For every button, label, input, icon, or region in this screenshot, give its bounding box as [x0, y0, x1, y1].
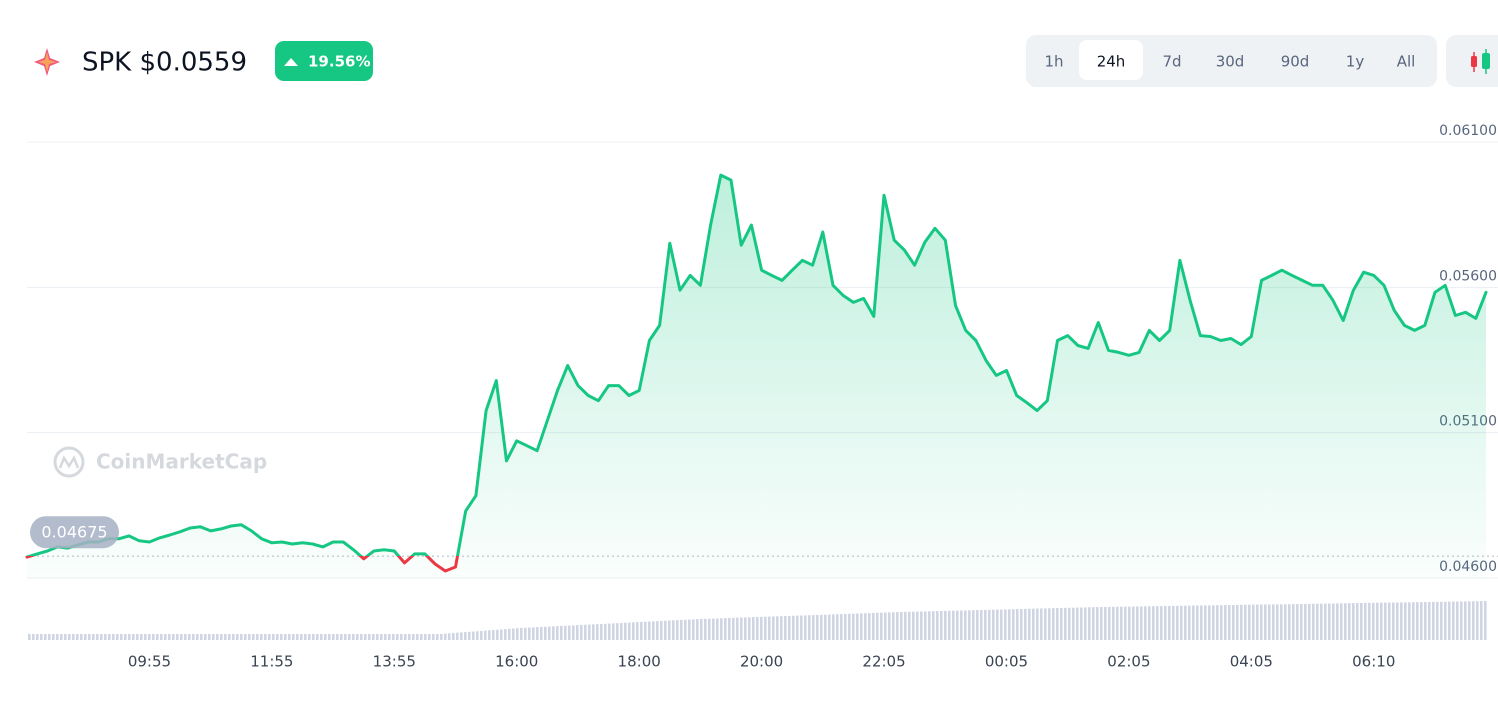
range-button-label[interactable]: 1y [1346, 53, 1365, 71]
baseline-pill [30, 516, 119, 549]
x-tick-label: 13:55 [373, 653, 416, 671]
range-button-label[interactable]: All [1397, 53, 1416, 71]
change-badge [275, 41, 373, 81]
x-tick-label: 18:00 [618, 653, 661, 671]
range-button-label[interactable]: 7d [1162, 53, 1181, 71]
x-tick-label: 06:10 [1352, 653, 1395, 671]
range-button-label[interactable]: 24h [1097, 53, 1126, 71]
x-tick-label: 20:00 [740, 653, 783, 671]
volume-strip [27, 601, 1488, 640]
range-button-label[interactable]: 90d [1281, 53, 1310, 71]
x-tick-label: 04:05 [1230, 653, 1273, 671]
price-area [27, 175, 1486, 578]
up-arrow [284, 58, 298, 66]
range-button-label[interactable]: 30d [1216, 53, 1245, 71]
range-buttons: 1h 24h 7d 30d 90d 1y All [1044, 40, 1415, 80]
change-label: 19.56% [308, 53, 370, 71]
price-line [25, 173, 1488, 573]
x-tick-label: 11:55 [250, 653, 293, 671]
candle-icon [1471, 49, 1490, 74]
baseline-label: 0.04675 [41, 523, 107, 542]
y-tick-label: 0.06100 [1439, 123, 1497, 139]
x-tick-label: 16:00 [495, 653, 538, 671]
symbol-price: SPK $0.0559 [82, 48, 247, 78]
plot: 0.046000.051000.056000.0610009:5511:5513… [25, 123, 1498, 671]
x-tick-label: 22:05 [862, 653, 905, 671]
watermark-text: CoinMarketCap [96, 450, 267, 474]
range-button-label[interactable]: 1h [1044, 53, 1063, 71]
logo [34, 48, 60, 76]
watermark: CoinMarketCap [53, 446, 267, 478]
x-tick-label: 00:05 [985, 653, 1028, 671]
y-tick-label: 0.05600 [1439, 268, 1497, 284]
x-tick-label: 09:55 [128, 653, 171, 671]
range-button-active [1079, 40, 1143, 80]
x-tick-label: 02:05 [1107, 653, 1150, 671]
